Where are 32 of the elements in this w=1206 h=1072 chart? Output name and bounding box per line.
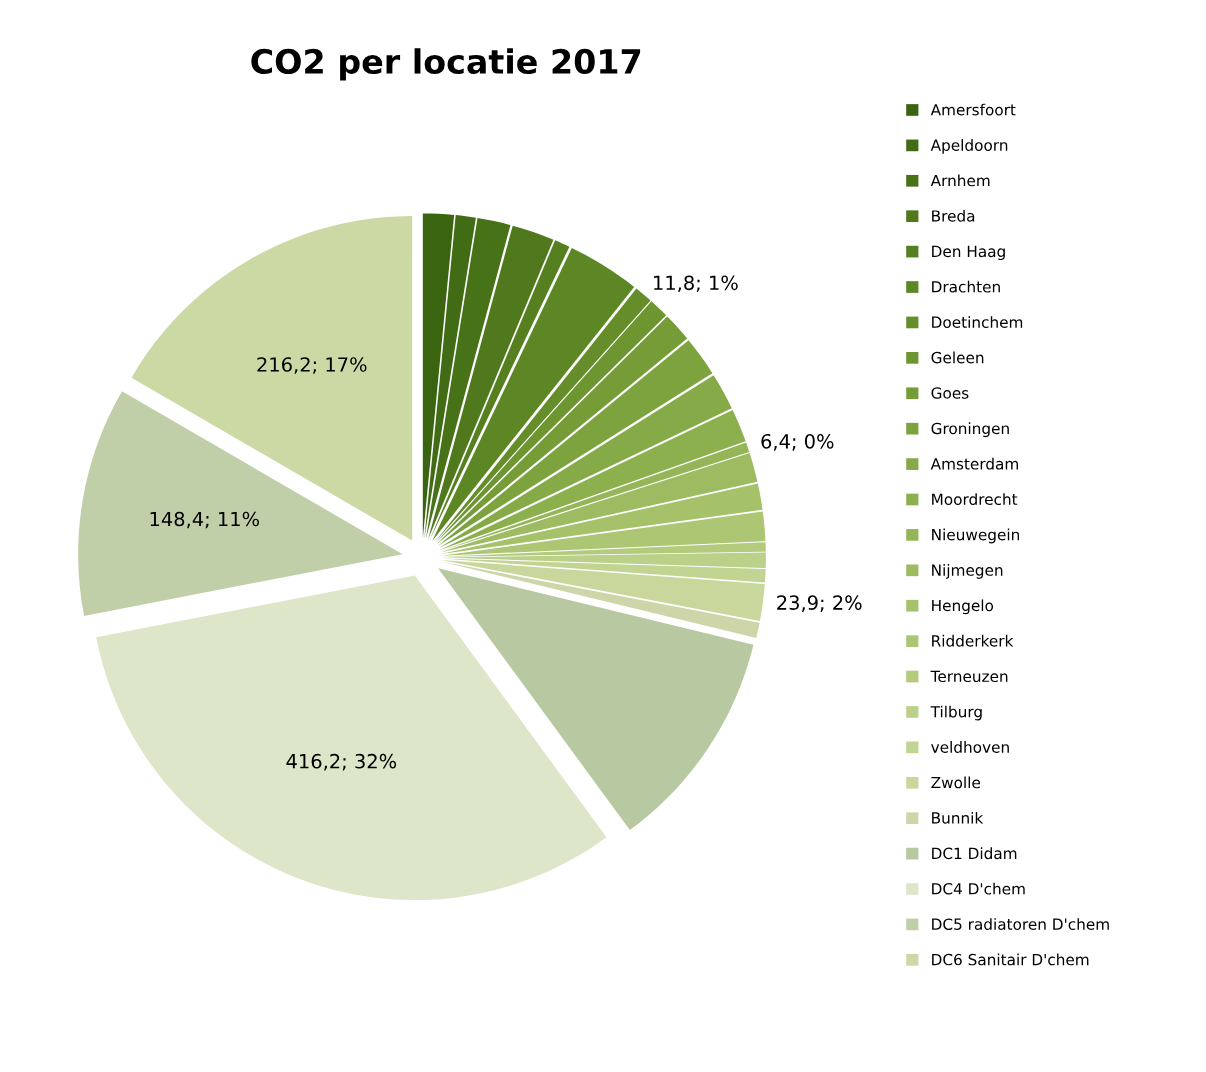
legend-label: veldhoven [931, 741, 1009, 753]
legend-label: Breda [932, 209, 975, 222]
legend-label: Moordrecht [932, 493, 1018, 506]
legend-label: Doetinchem [932, 316, 1023, 328]
legend-label: Hengelo [932, 599, 994, 615]
legend-label: Ridderkerk [932, 634, 1014, 647]
legend-label: Nijmegen [932, 564, 1003, 579]
data-label: 6,4; 0% [761, 433, 834, 451]
legend-label: DC6 Sanitair D'chem [932, 953, 1089, 966]
data-label: 216,2; 17% [257, 357, 367, 374]
legend-label: Terneuzen [930, 670, 1008, 683]
data-label: 11,8; 1% [654, 275, 738, 293]
legend-label: Amsterdam [930, 457, 1018, 470]
legend-label: Tilburg [930, 705, 982, 721]
chart-title: CO2 per locatie 2017 [251, 48, 641, 81]
legend-label: Amersfoort [930, 103, 1016, 116]
legend-label: Zwolle [931, 776, 981, 789]
data-label: 148,4; 11% [150, 511, 260, 529]
legend-label: DC4 D'chem [932, 882, 1025, 895]
legend-label: Geleen [931, 351, 984, 364]
legend-label: Apeldoorn [930, 139, 1008, 154]
legend-label: DC1 Didam [932, 847, 1017, 860]
legend-label: Bunnik [932, 811, 984, 824]
legend-label: Drachten [932, 280, 1000, 293]
legend-label: Den Haag [932, 245, 1005, 261]
legend-label: Groningen [931, 422, 1009, 438]
legend-label: Nieuwegein [932, 528, 1020, 544]
data-label: 416,2; 32% [286, 753, 397, 771]
data-label: 23,9; 2% [777, 595, 862, 612]
legend-label: Goes [931, 387, 969, 399]
legend-label: Arnhem [930, 174, 990, 187]
legend-label: DC5 radiatoren D'chem [932, 918, 1109, 930]
